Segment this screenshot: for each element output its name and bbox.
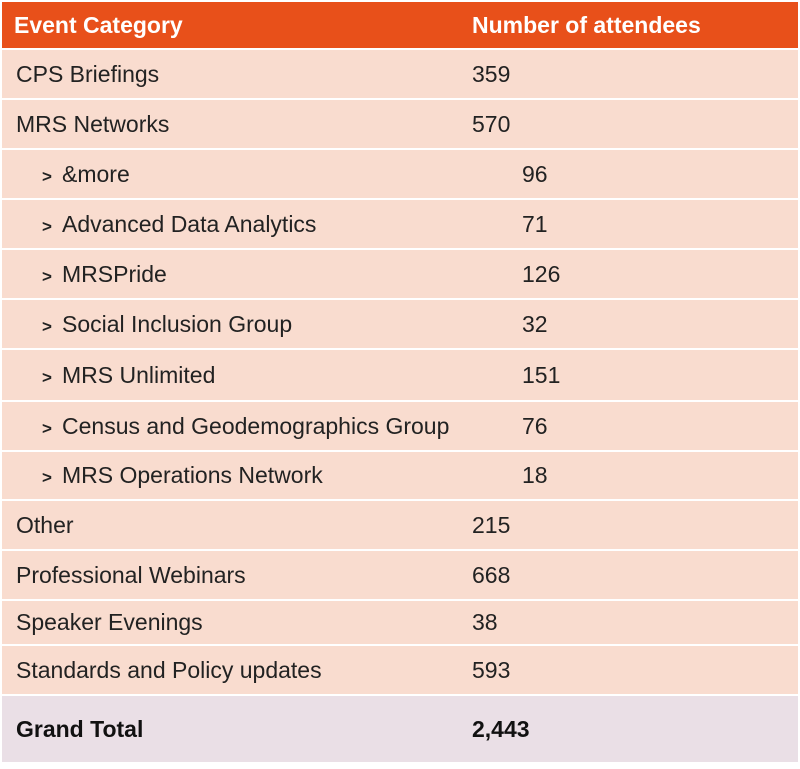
- chevron-right-icon: >: [42, 216, 52, 236]
- header-event-category: Event Category: [14, 11, 183, 38]
- row-category: CPS Briefings: [16, 60, 160, 87]
- chevron-right-icon: >: [42, 266, 52, 286]
- row-category: MRS Operations Network: [62, 462, 323, 488]
- grand-total-value: 2,443: [472, 715, 530, 742]
- header-number-of-attendees: Number of attendees: [472, 11, 701, 38]
- row-attendees: 38: [472, 609, 498, 635]
- row-category: Other: [16, 511, 74, 538]
- table-row-sub: > Census and Geodemographics Group 76: [2, 402, 798, 452]
- row-category: &more: [62, 160, 130, 187]
- table-row: CPS Briefings 359: [2, 50, 798, 100]
- row-attendees: 668: [472, 561, 511, 588]
- row-category: Advanced Data Analytics: [62, 210, 317, 237]
- row-category: MRS Unlimited: [62, 361, 216, 388]
- row-attendees: 126: [522, 260, 561, 287]
- table-row-sub: > Social Inclusion Group 32: [2, 300, 798, 350]
- row-attendees: 71: [522, 210, 548, 237]
- table-row-sub: > MRS Unlimited 151: [2, 350, 798, 402]
- table-header: Event Category Number of attendees: [2, 2, 798, 50]
- row-attendees: 96: [522, 160, 548, 187]
- chevron-right-icon: >: [42, 166, 52, 186]
- row-attendees: 32: [522, 310, 548, 337]
- row-category: MRSPride: [62, 260, 167, 287]
- grand-total-label: Grand Total: [16, 715, 144, 742]
- chevron-right-icon: >: [42, 468, 52, 487]
- table-row-sub: > &more 96: [2, 150, 798, 200]
- row-category: MRS Networks: [16, 110, 170, 137]
- row-attendees: 593: [472, 656, 511, 683]
- row-category: Social Inclusion Group: [62, 310, 293, 337]
- row-attendees: 359: [472, 60, 511, 87]
- grand-total-row: Grand Total 2,443: [2, 696, 798, 762]
- row-category: Census and Geodemographics Group: [62, 412, 450, 439]
- table-row: Other 215: [2, 501, 798, 551]
- row-attendees: 151: [522, 361, 561, 388]
- row-attendees: 215: [472, 511, 511, 538]
- row-attendees: 18: [522, 462, 548, 488]
- row-category: Speaker Evenings: [16, 609, 203, 635]
- table-row-sub: > MRSPride 126: [2, 250, 798, 300]
- row-attendees: 570: [472, 110, 511, 137]
- row-attendees: 76: [522, 412, 548, 439]
- table-row: MRS Networks 570: [2, 100, 798, 150]
- row-category: Professional Webinars: [16, 561, 246, 588]
- table-row-sub: > MRS Operations Network 18: [2, 452, 798, 501]
- table-row-sub: > Advanced Data Analytics 71: [2, 200, 798, 250]
- chevron-right-icon: >: [42, 418, 52, 438]
- chevron-right-icon: >: [42, 316, 52, 336]
- table-row: Professional Webinars 668: [2, 551, 798, 601]
- chevron-right-icon: >: [42, 367, 52, 387]
- table-row: Standards and Policy updates 593: [2, 646, 798, 696]
- table-row: Speaker Evenings 38: [2, 601, 798, 646]
- row-category: Standards and Policy updates: [16, 656, 322, 683]
